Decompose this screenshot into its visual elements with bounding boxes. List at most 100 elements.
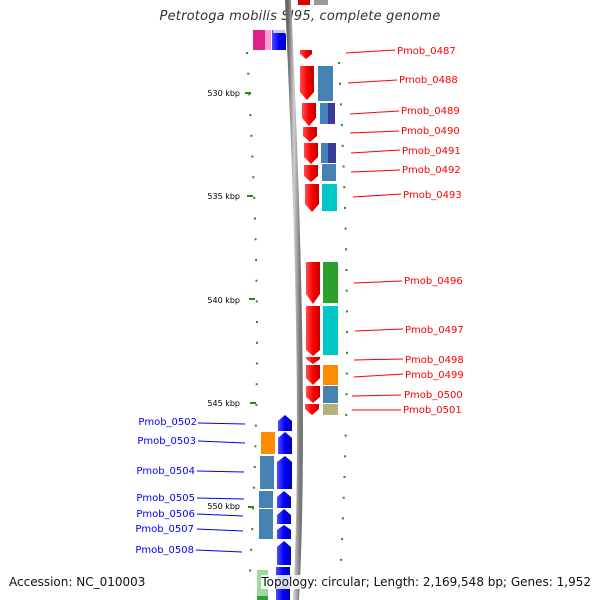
scale-tick	[250, 402, 256, 404]
cog-box	[323, 386, 338, 403]
scale-dot	[253, 217, 256, 220]
label-leader	[349, 110, 400, 115]
scale-dot	[252, 486, 255, 489]
label-leader	[197, 440, 246, 444]
gene-label[interactable]: Pmob_0504	[136, 466, 195, 477]
scale-dot	[251, 528, 254, 531]
gene-label[interactable]: Pmob_0489	[401, 106, 460, 117]
gene-arrow	[277, 509, 291, 524]
gene-arrow	[278, 415, 292, 431]
genome-info-label: Topology: circular; Length: 2,169,548 bp…	[261, 575, 591, 589]
gene-arrow	[303, 127, 317, 142]
scale-tick	[248, 506, 254, 508]
scale-dot	[340, 558, 343, 561]
scale-dot	[254, 238, 257, 241]
scale-dot	[246, 52, 249, 54]
scale-dot	[249, 569, 252, 572]
scale-dot	[346, 331, 348, 334]
scale-dot	[344, 434, 347, 437]
scale-tick	[249, 298, 255, 300]
gene-arrow	[306, 306, 320, 356]
cog-box	[323, 262, 338, 303]
map-title: Petrotoga mobilis SJ95, complete genome	[159, 9, 441, 24]
scale-dot	[345, 269, 348, 271]
scale-dot	[250, 548, 253, 551]
cog-box	[265, 30, 271, 50]
gene-label[interactable]: Pmob_0505	[136, 493, 195, 504]
cog-box	[259, 491, 273, 508]
label-leader	[354, 328, 404, 332]
gene-label[interactable]: Pmob_0507	[135, 524, 194, 535]
cog-box	[259, 509, 273, 539]
gene-label[interactable]: Pmob_0493	[403, 190, 462, 201]
gene-label[interactable]: Pmob_0501	[403, 405, 462, 416]
reverse-genes	[276, 415, 292, 600]
cog-box	[261, 432, 275, 454]
scale-dot	[252, 176, 255, 179]
label-leader	[350, 169, 401, 173]
label-leader	[351, 394, 402, 397]
cog-box	[323, 306, 338, 355]
cog-box	[260, 456, 274, 489]
scale-label: 550 kbp	[207, 502, 240, 511]
cog-box	[253, 30, 265, 50]
gene-label[interactable]: Pmob_0491	[402, 146, 461, 157]
scale-dot	[255, 279, 258, 282]
gene-label[interactable]: Pmob_0502	[138, 417, 197, 428]
scale-dot	[255, 362, 258, 365]
gene-label[interactable]: Pmob_0492	[402, 165, 461, 176]
label-leader	[349, 130, 400, 134]
scale-dot	[341, 144, 344, 147]
gene-arrow	[305, 184, 319, 212]
scale-dot	[345, 372, 348, 375]
label-leader	[353, 358, 404, 361]
scale-dot	[247, 72, 250, 75]
gene-label[interactable]: Pmob_0487	[397, 46, 456, 57]
forward-cog-boxes	[318, 66, 338, 415]
scale-dot	[345, 393, 348, 396]
gene-label[interactable]: Pmob_0503	[137, 436, 196, 447]
scale-dot	[255, 259, 258, 261]
cog-box	[321, 143, 328, 163]
scale-dot	[253, 466, 256, 468]
label-leader	[195, 549, 243, 553]
scale-dot	[252, 507, 255, 510]
scale-dot	[345, 413, 348, 416]
scale-dot	[253, 196, 256, 199]
forward-gene-labels: Pmob_0487 Pmob_0488 Pmob_0489 Pmob_0490 …	[345, 46, 464, 416]
cog-box	[322, 184, 337, 211]
scale-label: 540 kbp	[207, 296, 240, 305]
scale-dot	[342, 496, 345, 499]
label-leader	[196, 528, 244, 532]
gene-arrow	[273, 30, 285, 33]
scale-dot	[255, 300, 258, 303]
gene-arrow	[298, 0, 310, 5]
label-leader	[196, 470, 245, 473]
gene-arrow	[306, 365, 320, 385]
scale-dot	[342, 165, 345, 168]
gene-label[interactable]: Pmob_0499	[405, 370, 464, 381]
gene-arrow	[304, 143, 318, 164]
scale-label: 530 kbp	[207, 89, 240, 98]
gene-arrow	[306, 357, 320, 364]
gene-label[interactable]: Pmob_0506	[136, 509, 195, 520]
gene-label[interactable]: Pmob_0490	[401, 126, 460, 137]
cog-box	[328, 143, 336, 163]
scale-dot	[254, 445, 257, 448]
gene-label[interactable]: Pmob_0496	[404, 276, 463, 287]
scale-dot	[249, 114, 252, 117]
label-leader	[350, 149, 401, 154]
gene-label[interactable]: Pmob_0498	[405, 355, 464, 366]
gene-arrow	[272, 30, 286, 50]
gene-label[interactable]: Pmob_0488	[399, 75, 458, 86]
cog-box	[314, 0, 328, 5]
scale-dot	[339, 82, 341, 85]
gene-label[interactable]: Pmob_0497	[405, 325, 464, 336]
gene-label[interactable]: Pmob_0508	[135, 545, 194, 556]
gene-arrow	[306, 262, 320, 304]
reverse-gene-labels: Pmob_0502 Pmob_0503 Pmob_0504 Pmob_0505 …	[135, 417, 246, 556]
gene-label[interactable]: Pmob_0500	[404, 390, 463, 401]
gene-arrow	[277, 456, 292, 489]
